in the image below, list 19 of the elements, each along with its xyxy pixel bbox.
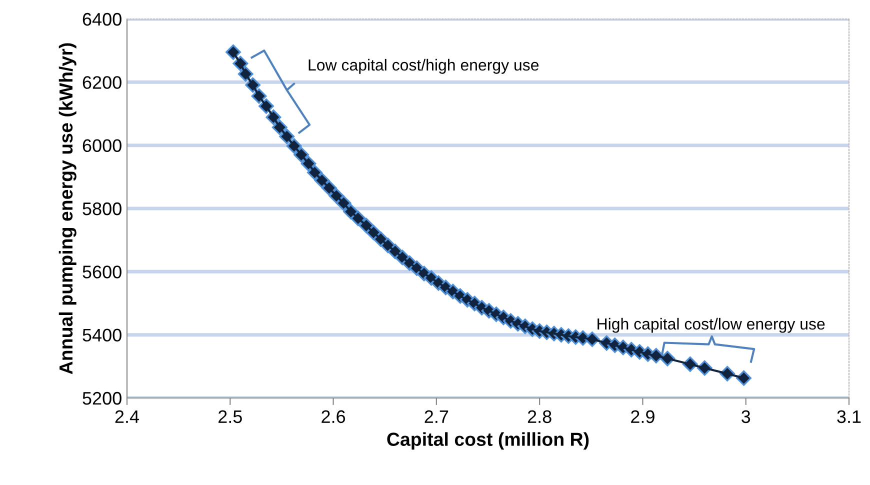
x-tick-label: 2.5 (218, 410, 242, 424)
y-tick-label: 5400 (82, 328, 122, 342)
y-axis-title: Annual pumping energy use (kWh/yr) (58, 43, 76, 374)
x-tick-label: 3 (742, 410, 750, 424)
annotation: High capital cost/low energy use (598, 318, 825, 333)
x-tick-label: 2.6 (322, 410, 346, 424)
y-tick-label: 6400 (82, 12, 122, 26)
y-tick-label: 6200 (82, 76, 122, 89)
y-tick-label: 5600 (82, 266, 122, 278)
x-tick-label: 2.9 (631, 410, 654, 424)
annotation: Low capital cost/high energy use (308, 58, 539, 74)
y-tick-label: 5200 (82, 392, 122, 405)
x-tick-label: 2.8 (528, 410, 552, 424)
x-tick-label: 2.7 (424, 410, 448, 423)
x-tick-label: 3.1 (837, 410, 861, 424)
y-tick-label: 6000 (82, 139, 122, 152)
y-tick-label: 5800 (82, 202, 122, 216)
x-axis-title: Capital cost (million R) (387, 432, 589, 450)
x-tick-label: 2.4 (115, 410, 140, 423)
